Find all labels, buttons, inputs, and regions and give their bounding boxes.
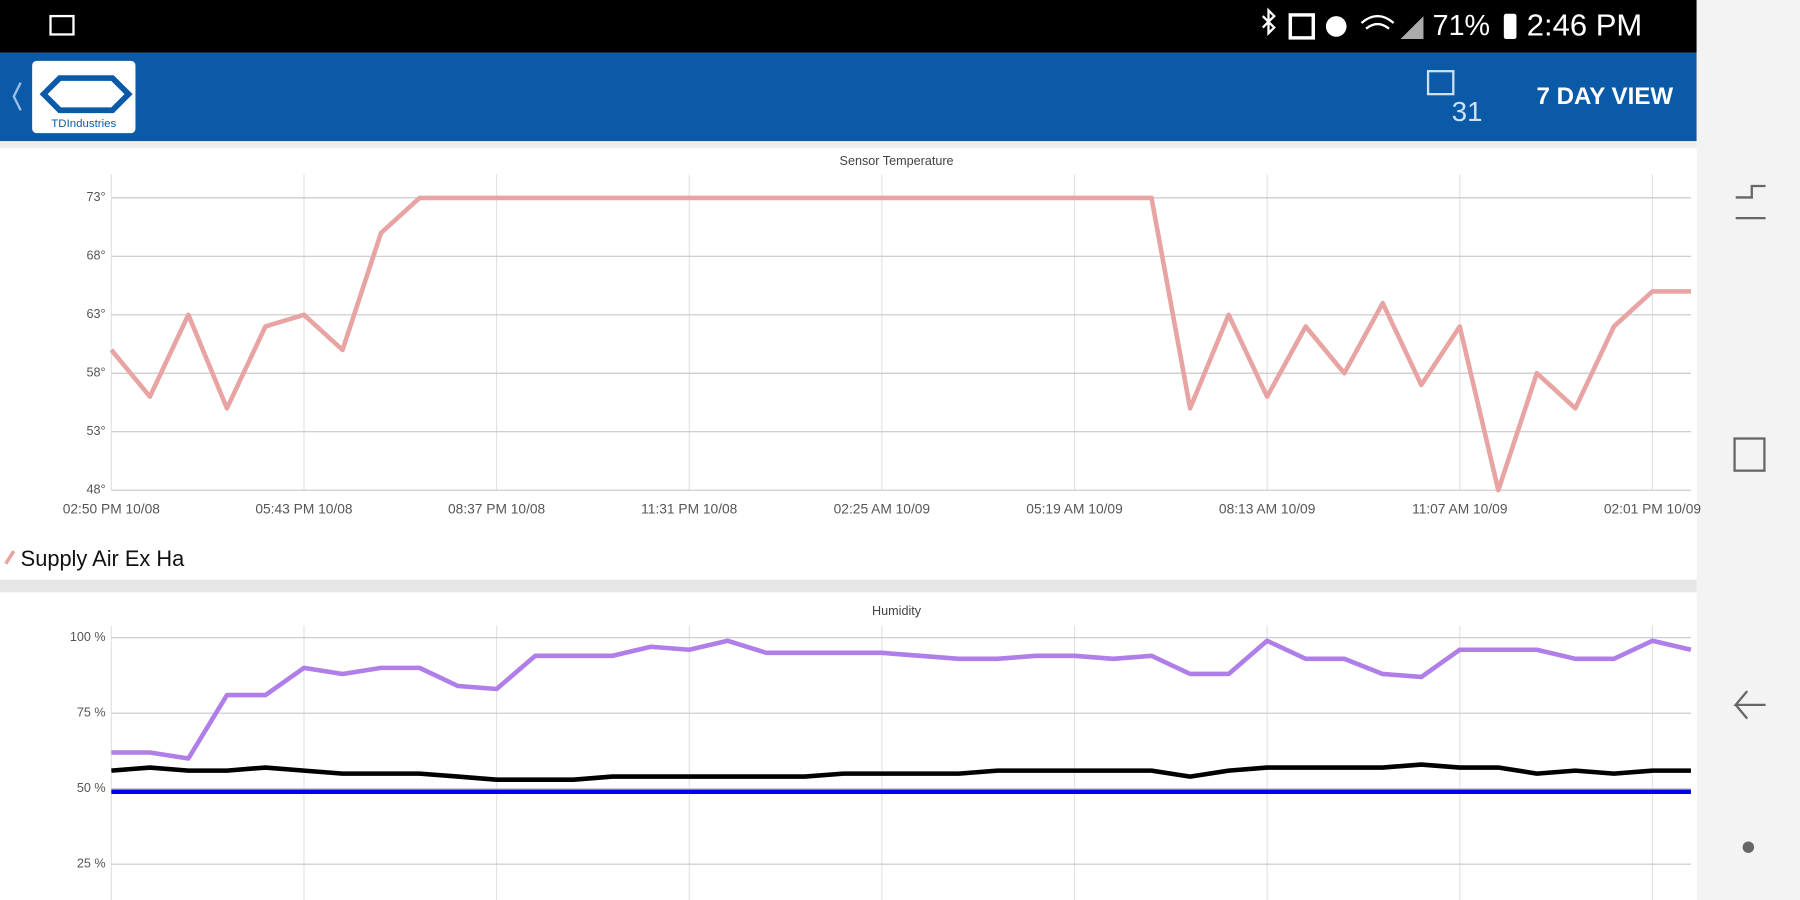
nav-dot (1742, 841, 1755, 853)
nfc-icon (1288, 13, 1315, 40)
y-tick-label: 50 % (77, 781, 106, 795)
logo-mark (39, 75, 133, 114)
x-tick-label: 08:37 PM 10/08 (448, 501, 546, 516)
x-tick-label: 02:25 AM 10/09 (834, 501, 930, 516)
navigation-bar (1696, 0, 1800, 900)
y-tick-label: 63° (87, 307, 106, 321)
y-tick-label: 58° (87, 366, 106, 380)
signal-icon (1400, 16, 1424, 40)
card-separator (0, 579, 1697, 593)
alarm-icon (1325, 16, 1347, 37)
calendar-day[interactable]: 31 (1452, 96, 1483, 127)
series-line (111, 638, 1692, 761)
x-tick-label: 11:07 AM 10/09 (1412, 501, 1507, 516)
back-nav-button[interactable] (1733, 690, 1766, 720)
recents-button[interactable] (1735, 184, 1766, 220)
x-tick-label: 05:19 AM 10/09 (1026, 501, 1122, 516)
calendar-icon[interactable] (1426, 70, 1455, 96)
battery-percent: 71% (1433, 10, 1490, 42)
battery-icon (1503, 13, 1517, 40)
home-button[interactable] (1733, 437, 1766, 472)
y-tick-label: 100 % (70, 630, 106, 644)
x-tick-label: 02:50 PM 10/08 (63, 501, 161, 516)
seven-day-view-button[interactable]: 7 DAY VIEW (1537, 83, 1674, 110)
wifi-icon (1360, 14, 1395, 30)
gallery-icon (49, 14, 75, 36)
x-tick-label: 05:43 PM 10/08 (255, 501, 353, 516)
bluetooth-icon (1261, 7, 1276, 37)
card-shadow (0, 141, 1697, 149)
y-tick-label: 73° (87, 190, 106, 204)
x-tick-label: 02:01 PM 10/09 (1604, 501, 1701, 516)
series-line (111, 762, 1691, 782)
y-tick-label: 53° (87, 424, 106, 438)
legend-swatch (4, 550, 16, 565)
clock: 2:46 PM (1527, 8, 1642, 43)
chart-title: Sensor Temperature (840, 154, 954, 168)
chart-title: Humidity (872, 604, 922, 618)
x-tick-label: 11:31 PM 10/08 (641, 501, 738, 516)
legend-label: Supply Air Ex Ha (21, 546, 185, 571)
app-header (0, 52, 1697, 142)
y-tick-label: 68° (87, 249, 106, 263)
y-tick-label: 25 % (77, 857, 106, 871)
logo-text: TDIndustries (51, 118, 116, 130)
back-button[interactable] (12, 82, 22, 111)
series-line (109, 195, 1691, 493)
y-tick-label: 75 % (77, 706, 106, 720)
x-tick-label: 08:13 AM 10/09 (1219, 501, 1315, 516)
y-tick-label: 48° (87, 483, 106, 497)
